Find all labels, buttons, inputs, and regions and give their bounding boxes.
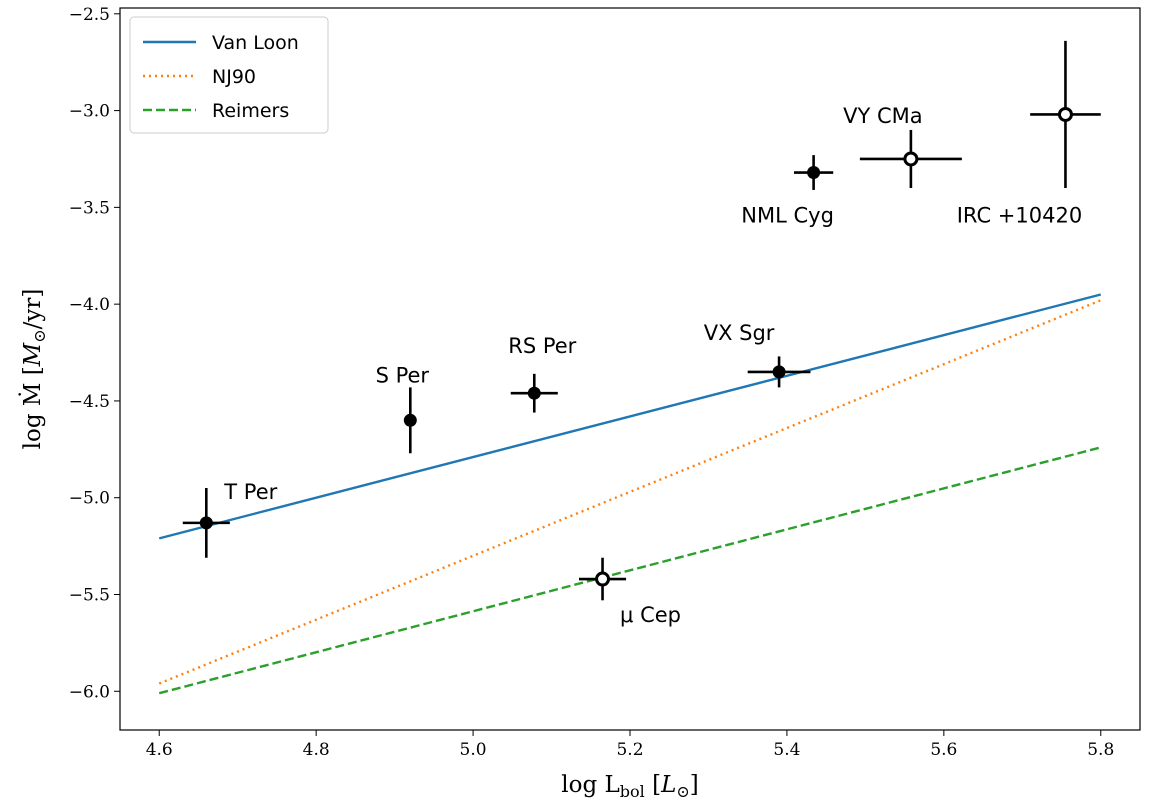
data-points: T Per S Per RS Per VX Sgr NML Cyg VY CMa IRC +… xyxy=(182,40,1101,627)
point-marker xyxy=(595,571,611,587)
data-point--cep: μ Cep xyxy=(579,557,681,627)
series-line-reimers xyxy=(158,446,1102,695)
x-tick-label: 4.8 xyxy=(303,740,330,760)
data-point-vx-sgr: VX Sgr xyxy=(704,321,811,388)
point-label: μ Cep xyxy=(620,603,681,627)
legend: Van Loon NJ90 Reimers xyxy=(129,16,329,134)
model-lines xyxy=(158,293,1102,695)
data-point-irc-10420: IRC +10420 xyxy=(957,40,1101,227)
point-marker xyxy=(903,151,919,167)
x-tick-label: 5.0 xyxy=(460,740,487,760)
data-point-vy-cma: VY CMa xyxy=(843,104,962,189)
y-axis-label: log Ṁ [M⊙/yr] xyxy=(19,289,49,450)
y-tick-label: −5.0 xyxy=(69,489,110,509)
legend-entry: NJ90 xyxy=(212,66,256,88)
legend-box xyxy=(129,16,329,134)
point-label: NML Cyg xyxy=(741,204,834,228)
series-line-van-loon xyxy=(158,293,1102,540)
y-tick-label: −6.0 xyxy=(69,682,110,702)
point-label: VY CMa xyxy=(843,104,923,128)
point-marker xyxy=(772,365,786,379)
point-label: VX Sgr xyxy=(704,321,775,345)
point-marker xyxy=(1057,106,1073,122)
point-marker xyxy=(199,516,213,530)
legend-entry: Reimers xyxy=(212,100,289,122)
point-marker xyxy=(807,166,821,180)
y-tick-label: −4.0 xyxy=(69,295,110,315)
series-line-nj90 xyxy=(158,299,1102,685)
point-marker xyxy=(403,413,417,427)
point-label: RS Per xyxy=(508,334,576,358)
y-tick-label: −3.0 xyxy=(69,102,110,122)
y-tick-label: −5.5 xyxy=(69,586,110,606)
data-point-rs-per: RS Per xyxy=(508,334,577,413)
point-label: IRC +10420 xyxy=(957,203,1082,227)
data-point-nml-cyg: NML Cyg xyxy=(741,155,834,228)
point-label: T Per xyxy=(223,480,277,504)
point-marker xyxy=(527,386,541,400)
x-tick-label: 5.4 xyxy=(773,740,800,760)
x-axis-label: log Lbol [L⊙] xyxy=(561,772,698,801)
legend-entry: Van Loon xyxy=(212,32,299,54)
x-tick-label: 5.2 xyxy=(616,740,643,760)
point-label: S Per xyxy=(376,363,430,387)
y-axis-ticks: −6.0 −5.5 −5.0 −4.5 −4.0 −3.5 −3.0 −2.5 xyxy=(69,5,120,702)
x-tick-label: 5.6 xyxy=(930,740,957,760)
y-tick-label: −3.5 xyxy=(69,198,110,218)
y-tick-label: −2.5 xyxy=(69,5,110,25)
x-tick-label: 4.6 xyxy=(146,740,173,760)
x-tick-label: 5.8 xyxy=(1087,740,1114,760)
data-point-t-per: T Per xyxy=(182,480,278,558)
y-tick-label: −4.5 xyxy=(69,392,110,412)
data-point-s-per: S Per xyxy=(376,363,430,454)
x-axis-ticks: 4.6 4.8 5.0 5.2 5.4 5.6 5.8 xyxy=(146,730,1114,760)
